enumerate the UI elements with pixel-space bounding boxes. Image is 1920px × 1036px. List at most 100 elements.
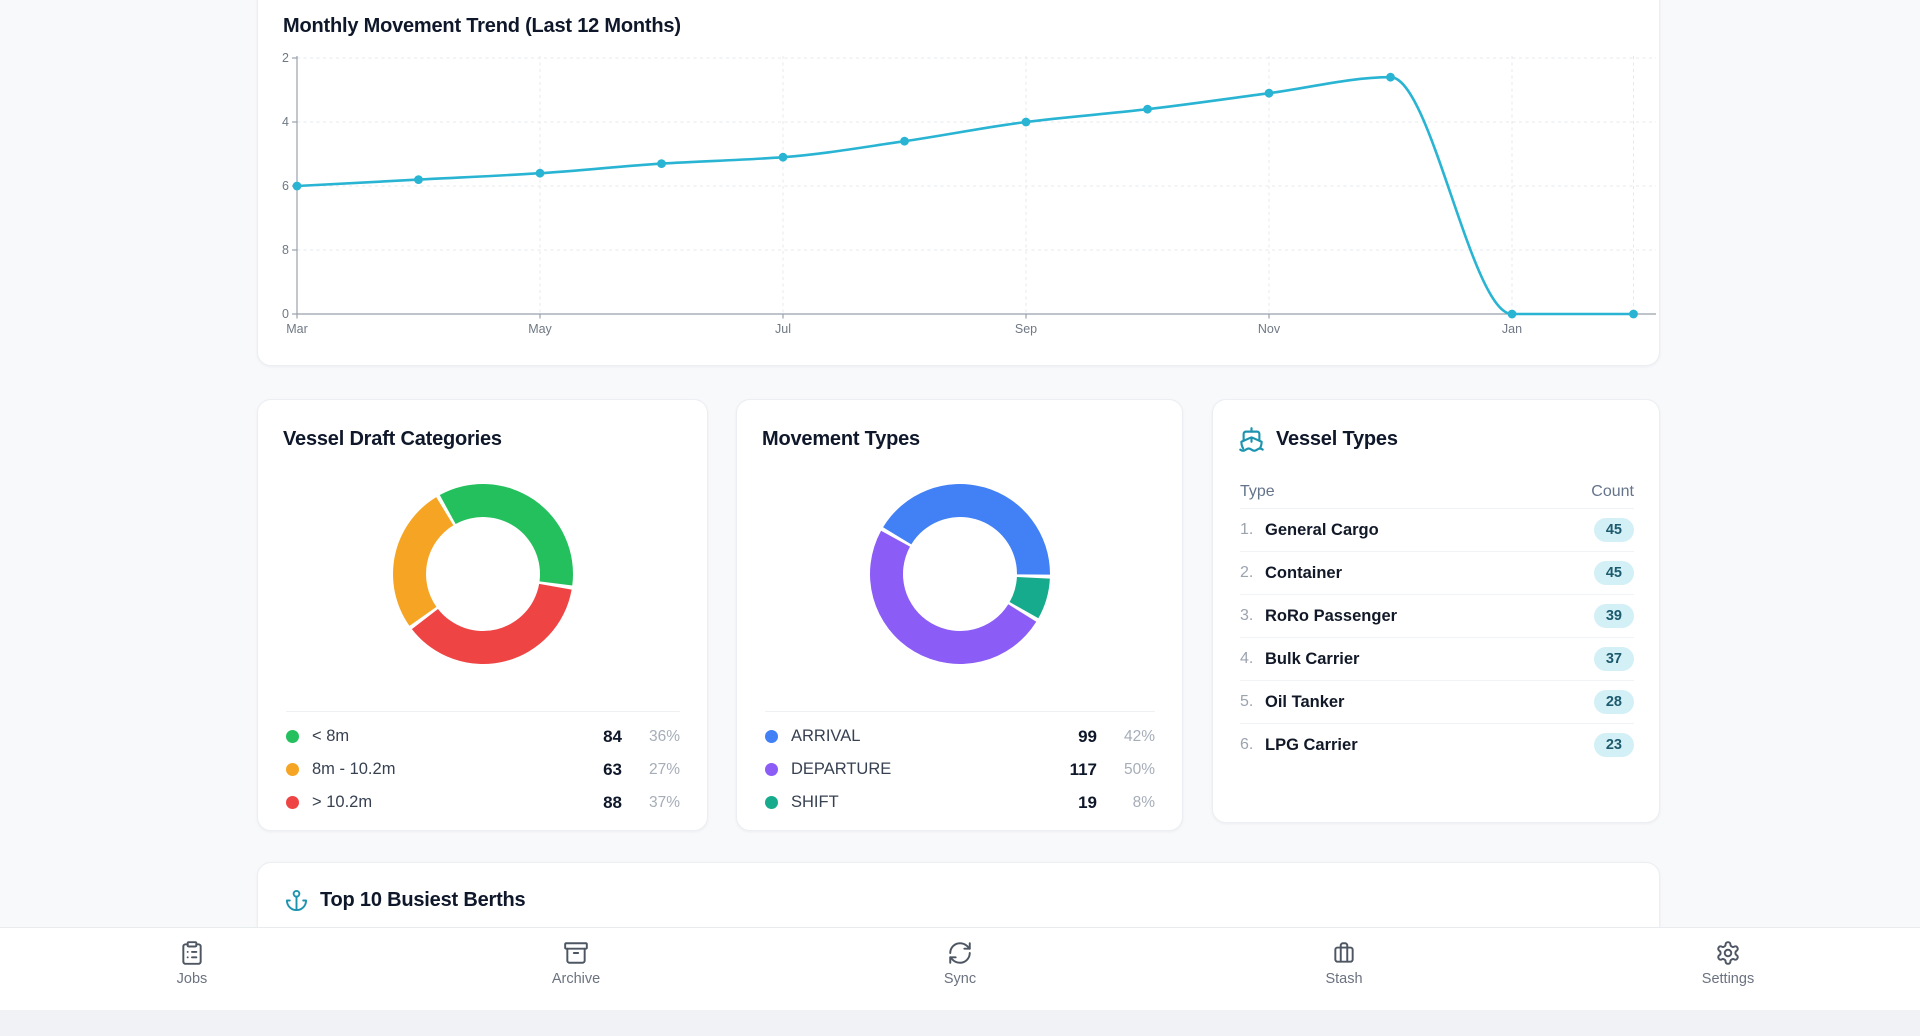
table-row: 6. LPG Carrier 23 — [1240, 723, 1634, 766]
legend-pct: 8% — [1132, 793, 1155, 811]
teal-dot-icon — [765, 796, 778, 809]
nav-label: Sync — [943, 971, 977, 987]
ship-icon — [1238, 426, 1265, 453]
nav-item-settings[interactable]: Settings — [1536, 928, 1920, 1010]
briefcase-icon — [1331, 940, 1357, 966]
vessel-types-header: Vessel Types — [1238, 426, 1398, 453]
svg-text:Mar: Mar — [286, 322, 308, 336]
count-badge: 39 — [1593, 604, 1634, 628]
draft-donut-chart — [392, 484, 573, 664]
svg-text:Nov: Nov — [1258, 322, 1281, 336]
count-badge: 45 — [1593, 518, 1634, 542]
svg-text:0: 0 — [282, 307, 289, 321]
svg-text:4: 4 — [282, 115, 289, 129]
blue-dot-icon — [765, 730, 778, 743]
movement-legend: ARRIVAL 99 42% DEPARTURE 117 50% SHIFT 1… — [765, 711, 1155, 819]
red-dot-icon — [286, 796, 299, 809]
legend-row: > 10.2m 88 37% — [286, 786, 680, 819]
draft-card-title: Vessel Draft Categories — [283, 428, 502, 450]
row-rank: 5. — [1240, 693, 1254, 710]
row-name: Bulk Carrier — [1265, 649, 1360, 668]
draft-donut-wrap — [258, 464, 707, 684]
svg-text:Sep: Sep — [1015, 322, 1037, 336]
vessel-types-card: Vessel Types Type Count 1. General Cargo… — [1212, 399, 1660, 823]
anchor-icon — [285, 889, 308, 912]
nav-item-sync[interactable]: Sync — [768, 928, 1152, 1010]
nav-label: Archive — [551, 971, 601, 987]
bottom-nav-bar: Jobs Archive Sync — [0, 927, 1920, 1010]
green-dot-icon — [286, 730, 299, 743]
legend-row: SHIFT 19 8% — [765, 786, 1155, 819]
count-badge: 23 — [1593, 733, 1634, 757]
movement-donut-wrap — [737, 464, 1182, 684]
table-row: 1. General Cargo 45 — [1240, 508, 1634, 551]
count-badge: 37 — [1593, 647, 1634, 671]
legend-label: SHIFT — [791, 793, 839, 811]
monthly-trend-card: Monthly Movement Trend (Last 12 Months) … — [257, 0, 1660, 366]
legend-value: 88 — [603, 792, 622, 812]
vessel-types-table: Type Count 1. General Cargo 45 2. Contai… — [1240, 476, 1634, 766]
table-row: 4. Bulk Carrier 37 — [1240, 637, 1634, 680]
row-name: LPG Carrier — [1265, 735, 1358, 754]
nav-label: Settings — [1701, 971, 1755, 987]
svg-text:Jul: Jul — [775, 322, 791, 336]
svg-text:8: 8 — [282, 243, 289, 257]
count-badge: 45 — [1593, 561, 1634, 585]
row-rank: 4. — [1240, 650, 1254, 667]
svg-text:6: 6 — [282, 179, 289, 193]
archive-box-icon — [563, 940, 589, 966]
col-type: Type — [1240, 483, 1275, 500]
legend-label: > 10.2m — [312, 793, 373, 811]
svg-text:Jan: Jan — [1502, 322, 1522, 336]
row-name: RoRo Passenger — [1265, 606, 1398, 625]
movement-card-title: Movement Types — [762, 428, 920, 450]
vessel-types-title: Vessel Types — [1276, 428, 1398, 450]
movement-types-card: Movement Types ARRIVAL 99 42% DEPARTURE … — [736, 399, 1183, 831]
legend-value: 84 — [603, 726, 622, 746]
legend-row: ARRIVAL 99 42% — [765, 720, 1155, 753]
legend-pct: 42% — [1123, 727, 1155, 745]
legend-value: 117 — [1069, 759, 1097, 779]
trend-card-title: Monthly Movement Trend (Last 12 Months) — [283, 15, 681, 37]
vessel-draft-card: Vessel Draft Categories < 8m 84 36% 8m -… — [257, 399, 708, 831]
row-name: General Cargo — [1265, 520, 1379, 539]
legend-label: < 8m — [312, 727, 350, 745]
row-name: Container — [1265, 563, 1343, 582]
legend-value: 19 — [1078, 792, 1097, 812]
table-row: 2. Container 45 — [1240, 551, 1634, 594]
legend-label: DEPARTURE — [791, 760, 892, 778]
legend-pct: 50% — [1123, 760, 1155, 778]
busiest-berths-header: Top 10 Busiest Berths — [285, 889, 526, 912]
svg-text:2: 2 — [282, 51, 289, 65]
nav-item-jobs[interactable]: Jobs — [0, 928, 384, 1010]
clipboard-list-icon — [179, 940, 205, 966]
draft-legend: < 8m 84 36% 8m - 10.2m 63 27% > 10.2m 88… — [286, 711, 680, 819]
row-rank: 2. — [1240, 564, 1254, 581]
table-row: 5. Oil Tanker 28 — [1240, 680, 1634, 723]
row-rank: 6. — [1240, 736, 1254, 753]
svg-text:May: May — [528, 322, 552, 336]
legend-label: 8m - 10.2m — [312, 760, 396, 778]
refresh-arrows-icon — [947, 940, 973, 966]
legend-pct: 36% — [648, 727, 680, 745]
nav-label: Jobs — [176, 971, 208, 987]
col-count: Count — [1591, 483, 1634, 500]
purple-dot-icon — [765, 763, 778, 776]
vessel-types-column-headers: Type Count — [1240, 476, 1634, 508]
row-name: Oil Tanker — [1265, 692, 1345, 711]
legend-row: DEPARTURE 117 50% — [765, 753, 1155, 786]
legend-pct: 37% — [648, 793, 680, 811]
legend-value: 99 — [1078, 726, 1097, 746]
count-badge: 28 — [1593, 690, 1634, 714]
legend-label: ARRIVAL — [791, 727, 861, 745]
nav-item-archive[interactable]: Archive — [384, 928, 768, 1010]
legend-pct: 27% — [648, 760, 680, 778]
legend-row: < 8m 84 36% — [286, 720, 680, 753]
row-rank: 1. — [1240, 521, 1254, 538]
nav-item-stash[interactable]: Stash — [1152, 928, 1536, 1010]
legend-row: 8m - 10.2m 63 27% — [286, 753, 680, 786]
nav-label: Stash — [1325, 971, 1363, 987]
busiest-berths-title: Top 10 Busiest Berths — [320, 889, 526, 911]
